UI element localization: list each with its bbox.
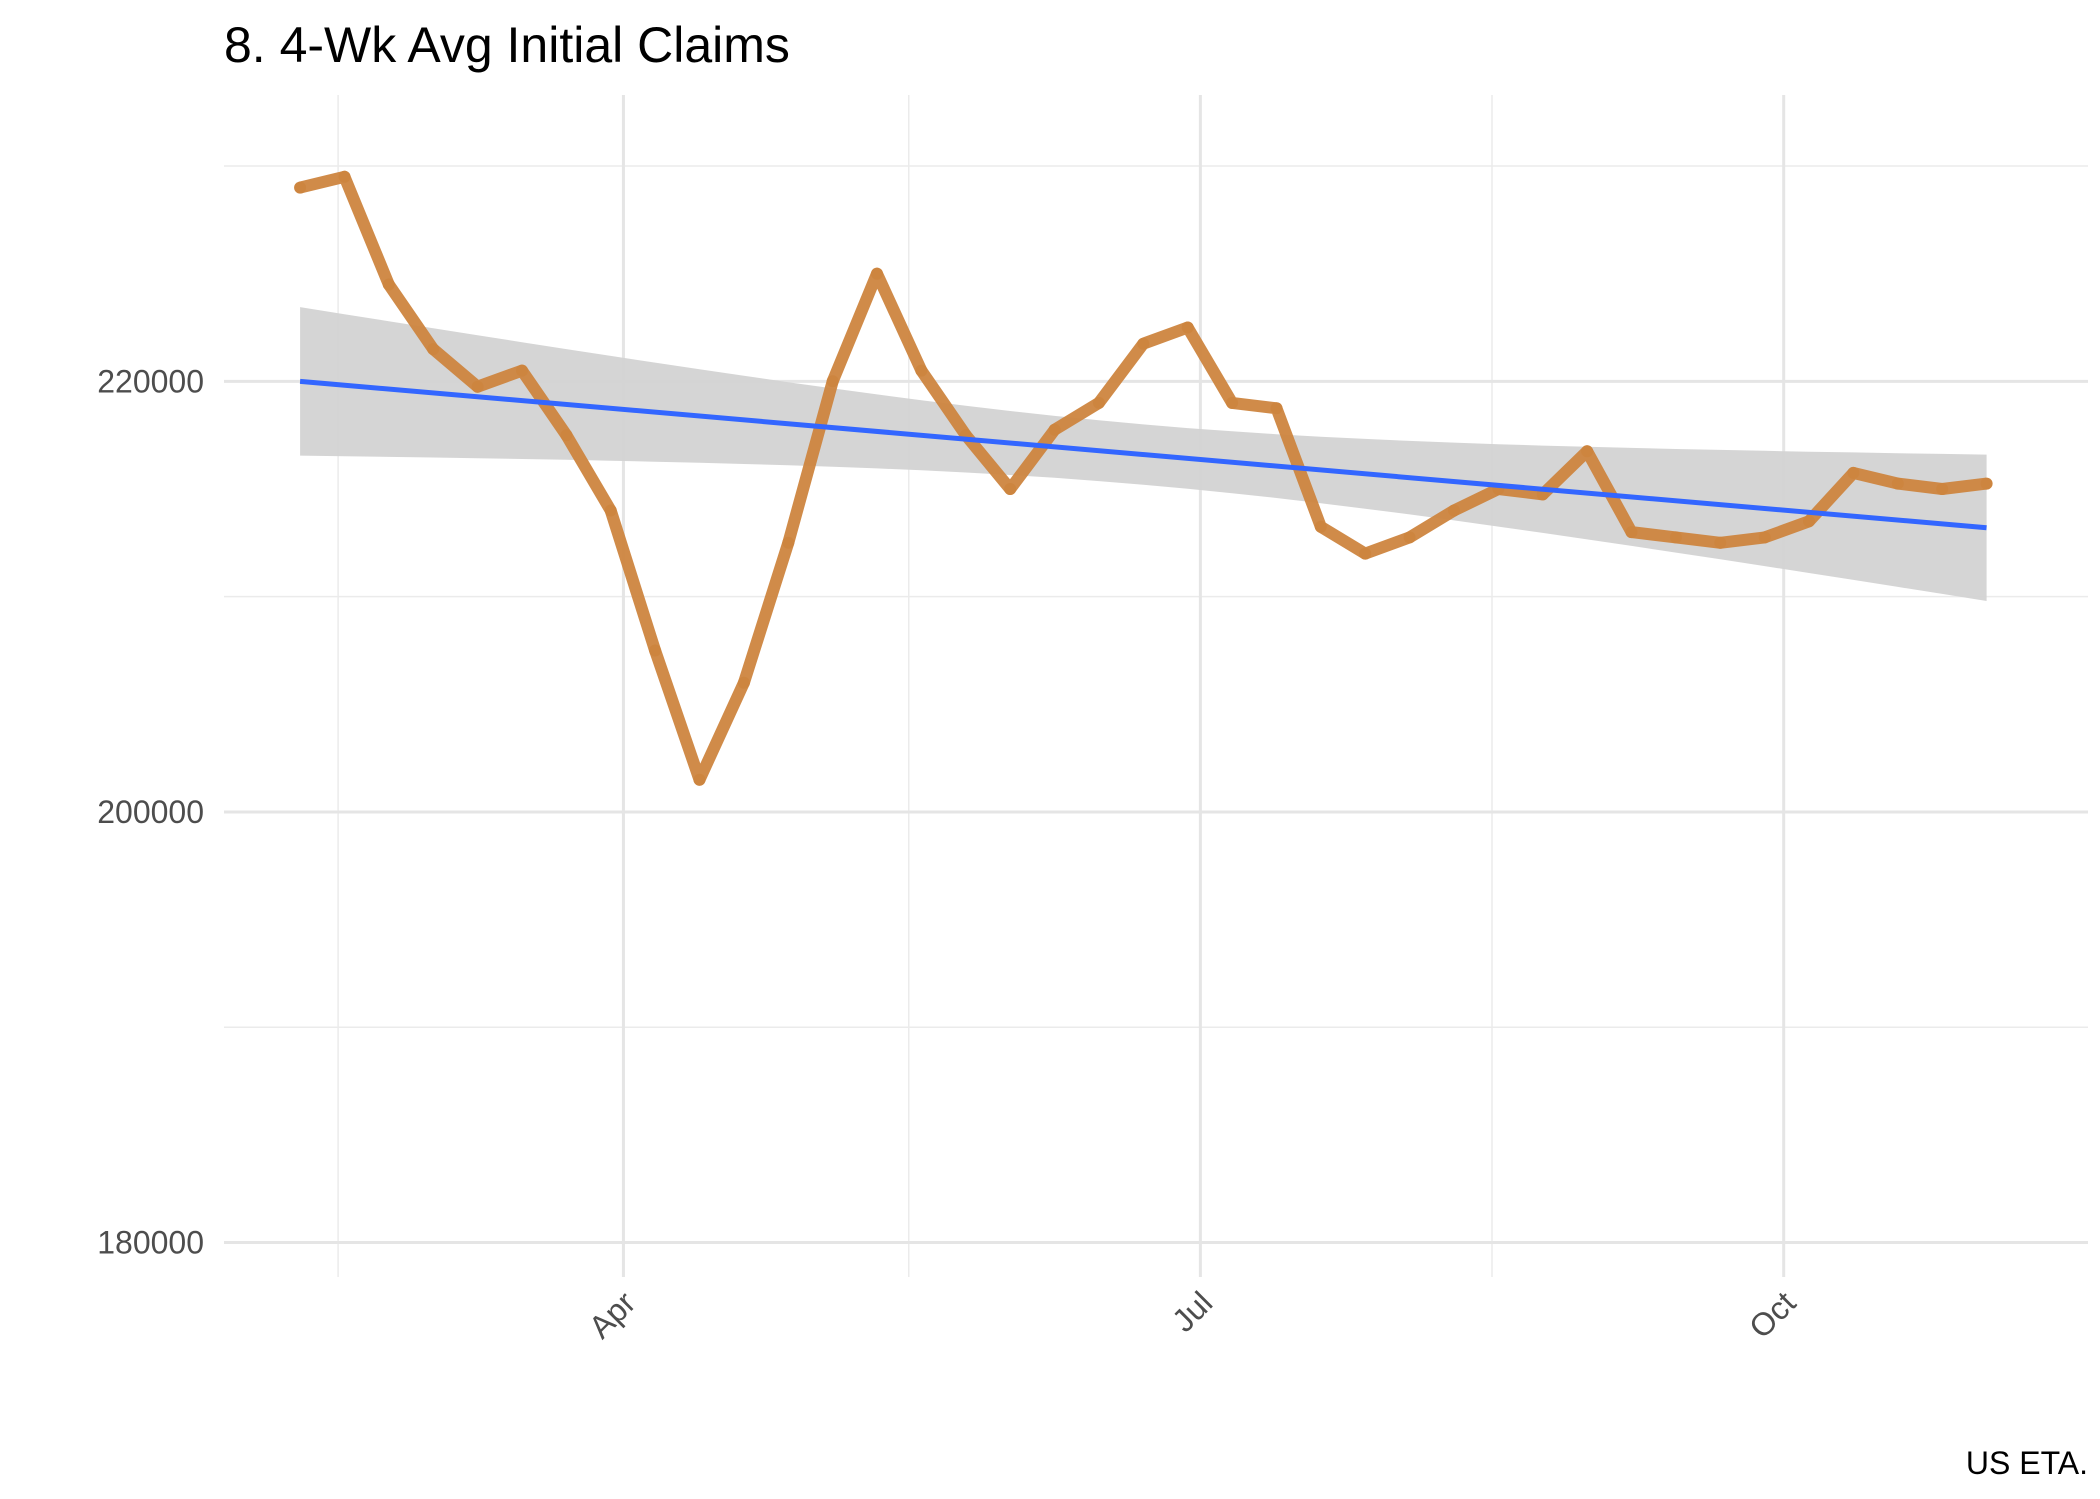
data-point <box>1803 515 1815 528</box>
data-point <box>1048 423 1061 436</box>
trend-line-layer <box>299 378 1987 531</box>
data-point <box>915 364 928 377</box>
data-point <box>1226 396 1239 409</box>
x-tick-label: Oct <box>1742 1284 1803 1345</box>
data-point <box>471 380 484 393</box>
data-point <box>1980 477 1993 490</box>
data-point <box>1625 526 1638 539</box>
data-point <box>1758 531 1771 544</box>
data-point <box>1403 531 1416 544</box>
grid <box>224 95 2088 1277</box>
data-point <box>516 364 528 377</box>
data-point <box>693 773 706 786</box>
data-point <box>1004 483 1017 495</box>
data-point <box>294 181 307 194</box>
data-point <box>1092 396 1105 409</box>
data-point <box>382 278 395 291</box>
data-point <box>338 170 351 183</box>
data-point <box>1936 483 1949 495</box>
x-axis: Apr Jul Oct <box>582 1284 1803 1345</box>
data-point <box>1314 520 1327 533</box>
data-point <box>1181 321 1194 334</box>
data-point <box>1137 337 1150 350</box>
chart-title: 8. 4-Wk Avg Initial Claims <box>224 17 790 73</box>
chart-caption: US ETA. <box>1966 1445 2088 1481</box>
data-point <box>649 644 662 657</box>
x-tick-label: Apr <box>582 1284 643 1345</box>
data-point <box>1714 536 1727 549</box>
y-tick-label: 220000 <box>97 363 204 399</box>
data-point <box>1448 504 1460 517</box>
data-point <box>1847 466 1860 479</box>
y-tick-label: 180000 <box>97 1225 204 1261</box>
data-point <box>1359 547 1372 560</box>
data-point <box>782 536 795 549</box>
data-point <box>1891 477 1904 490</box>
data-point <box>826 375 839 388</box>
trend-line <box>299 378 1987 531</box>
data-point <box>871 267 883 280</box>
y-tick-label: 200000 <box>97 794 204 830</box>
data-point <box>427 343 440 356</box>
data-point <box>1669 531 1682 544</box>
data-point <box>560 429 573 442</box>
data-point <box>604 504 617 517</box>
y-axis: 180000 200000 220000 <box>97 363 204 1260</box>
data-point <box>1270 402 1283 415</box>
x-tick-label: Jul <box>1165 1284 1219 1338</box>
data-point <box>737 676 750 689</box>
series-layer <box>294 170 1993 786</box>
data-point <box>1581 445 1594 458</box>
